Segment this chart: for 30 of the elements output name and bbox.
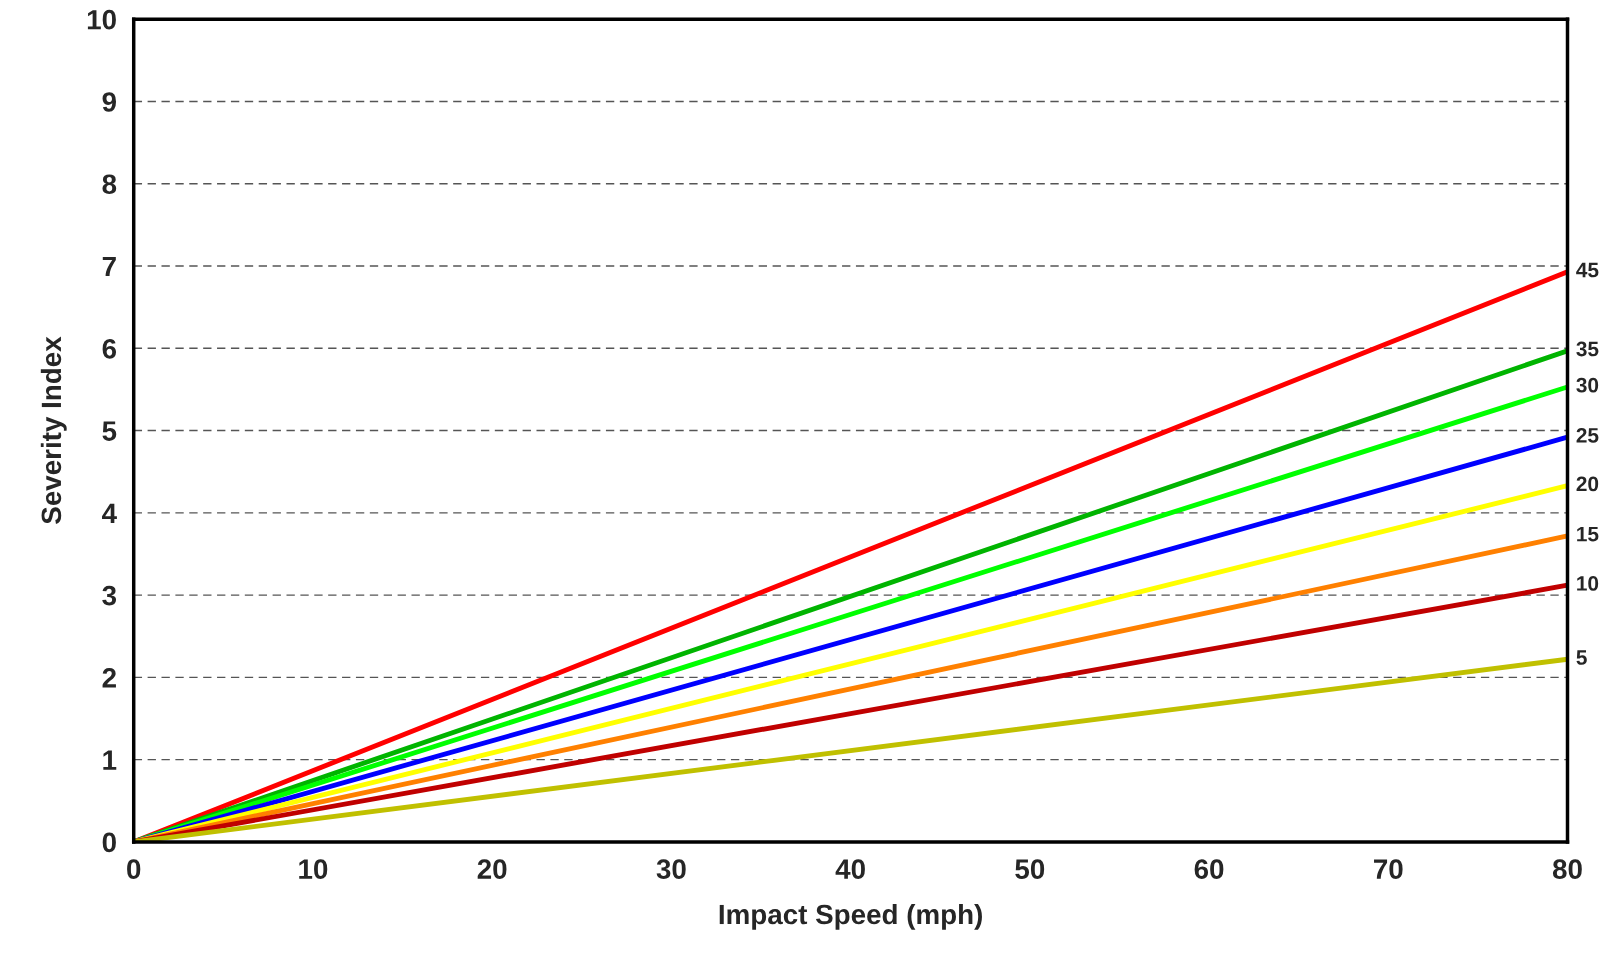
x-tick-label: 60 [1194,859,1224,879]
series-label: 20 [1576,476,1599,492]
y-tick-label: 7 [102,256,116,277]
x-tick-label: 40 [835,859,865,879]
series-label: 5 [1576,650,1587,665]
y-tick-label: 8 [102,174,117,195]
x-tick-label: 70 [1374,859,1403,879]
y-tick-label: 9 [102,92,117,112]
series-label: 35 [1576,341,1599,357]
y-tick-label: 4 [102,503,117,523]
series-label: 30 [1576,377,1599,393]
x-tick-label: 20 [477,859,507,879]
x-tick-label: 30 [656,859,686,880]
x-tick-label: 10 [299,859,328,879]
x-axis-title: Impact Speed (mph) [719,903,982,930]
series-label: 15 [1577,526,1599,542]
series-label: 25 [1576,427,1599,443]
x-tick-label: 0 [127,859,141,879]
y-tick-label: 0 [102,832,116,853]
y-tick-label: 2 [102,668,116,688]
y-tick-label: 10 [87,9,116,30]
y-tick-label: 6 [102,338,117,359]
y-tick-label: 3 [102,585,117,606]
y-tick-label: 5 [102,421,117,441]
x-tick-label: 50 [1015,859,1045,879]
x-tick-label: 80 [1552,859,1582,879]
series-label: 45 [1576,262,1599,278]
series-label: 10 [1577,576,1599,591]
y-axis-title: Severity Index [40,336,67,524]
y-tick-label: 1 [103,750,117,770]
